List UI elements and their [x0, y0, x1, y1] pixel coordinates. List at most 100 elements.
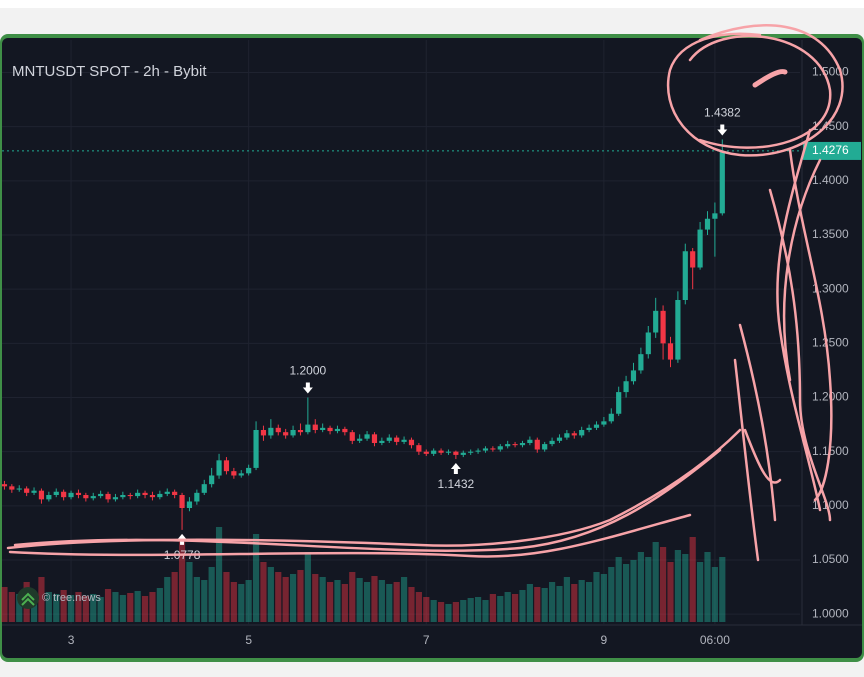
candle-body	[31, 490, 37, 493]
volume-bar	[578, 580, 585, 622]
volume-bar	[149, 592, 156, 622]
candle-body	[364, 434, 370, 439]
volume-bar	[489, 594, 496, 622]
candle-body	[24, 488, 30, 493]
candle-body	[371, 434, 378, 443]
x-tick-label: 5	[245, 633, 252, 647]
candle-body	[268, 427, 274, 436]
candle-body	[342, 428, 348, 433]
volume-bar	[659, 547, 667, 622]
volume-bar	[97, 597, 104, 622]
volume-bar	[319, 577, 326, 622]
volume-bar	[519, 590, 526, 622]
volume-bar	[230, 582, 237, 622]
candle-body	[149, 495, 156, 498]
candle-body	[394, 437, 400, 442]
candle-body	[416, 445, 422, 452]
candle-body	[438, 450, 444, 453]
volume-bar	[608, 567, 615, 622]
volume-bar	[415, 592, 422, 622]
candle-body	[164, 491, 170, 494]
annotation-arrow	[302, 382, 313, 394]
volume-bar	[682, 554, 689, 622]
volume-bar	[349, 572, 356, 622]
x-tick-label: 7	[423, 633, 430, 647]
candle-body	[579, 430, 585, 436]
x-tick-label: 06:00	[700, 633, 730, 647]
volume-bar	[585, 582, 593, 622]
volume-bar	[171, 572, 178, 622]
candle-body	[246, 467, 252, 474]
volume-bar	[260, 562, 267, 622]
volume-bar	[252, 534, 260, 622]
volume-bar	[127, 593, 134, 622]
volume-bar	[45, 592, 52, 622]
candle-body	[142, 492, 148, 495]
volume-bar	[371, 576, 378, 622]
volume-bar	[637, 552, 644, 622]
volume-pane	[1, 527, 726, 622]
candle-body	[423, 451, 429, 454]
candle-body	[593, 424, 600, 428]
scribble	[666, 24, 844, 157]
y-tick-label: 1.1000	[812, 498, 849, 512]
candle-body	[682, 251, 688, 300]
volume-bar	[304, 552, 311, 622]
volume-bar	[622, 564, 630, 622]
volume-bar	[67, 595, 75, 622]
annotation-label: 1.1432	[438, 477, 475, 491]
volume-bar	[452, 602, 459, 622]
volume-bar	[156, 588, 163, 622]
y-tick-label: 1.5000	[812, 65, 849, 79]
volume-bar	[326, 582, 334, 622]
candle-body	[542, 444, 548, 450]
candle-body	[690, 251, 696, 268]
chart-title: MNTUSDT SPOT - 2h - Bybit	[12, 63, 207, 80]
candle-body	[638, 354, 644, 371]
volume-bar	[90, 594, 97, 622]
candle-body	[453, 451, 459, 455]
candle-body	[305, 424, 311, 433]
candle-body	[601, 421, 607, 425]
candle-body	[46, 495, 52, 500]
scribble	[768, 128, 833, 522]
candle-body	[334, 428, 341, 432]
candle-body	[460, 452, 466, 455]
candle-body	[630, 370, 637, 382]
volume-bar	[38, 577, 45, 622]
volume-bar	[275, 572, 282, 622]
volume-bar	[282, 577, 289, 622]
volume-bar	[645, 557, 652, 622]
volume-bar	[312, 574, 319, 622]
volume-bar	[208, 567, 215, 622]
candle-body	[186, 501, 193, 508]
annotation-arrow	[717, 124, 728, 136]
grid	[2, 40, 800, 625]
candle-body	[534, 439, 540, 450]
candle-body	[482, 448, 489, 451]
x-tick-label: 9	[601, 633, 608, 647]
volume-bar	[445, 604, 452, 622]
candle-body	[357, 438, 363, 441]
volume-bar	[386, 584, 393, 622]
volume-bar	[82, 596, 89, 622]
watermark-chevrons	[21, 592, 35, 606]
volume-bar	[541, 588, 548, 622]
volume-bar	[437, 602, 445, 622]
volume-bar	[1, 587, 8, 622]
volume-bar	[201, 580, 208, 622]
candle-body	[157, 493, 163, 498]
candle-body	[238, 473, 244, 476]
candle-body	[512, 444, 518, 446]
candle-body	[68, 492, 74, 498]
candle-body	[260, 430, 267, 436]
volume-bar	[689, 537, 696, 622]
candle-body	[275, 427, 281, 433]
volume-bar	[600, 574, 607, 622]
volume-bar	[245, 580, 252, 622]
volume-bar	[53, 594, 60, 622]
top-bar	[0, 0, 864, 8]
candle-body	[497, 446, 503, 450]
volume-bar	[393, 582, 400, 622]
